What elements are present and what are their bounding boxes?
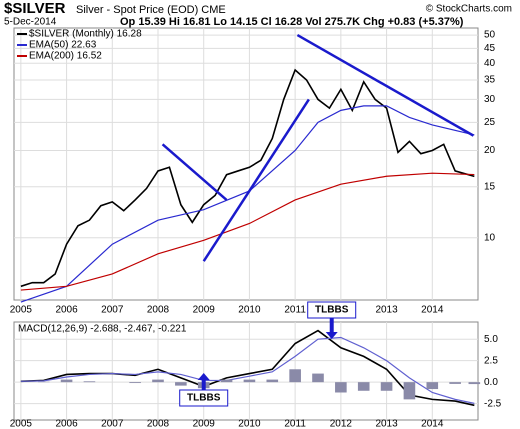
histogram-bar	[312, 373, 324, 383]
histogram-bar	[403, 382, 416, 400]
series-line	[20, 172, 475, 291]
annotation-label: TLBBS	[315, 305, 349, 316]
histogram-bar	[152, 379, 164, 383]
y-tick-label: 30	[484, 94, 496, 105]
histogram-bar	[243, 379, 256, 383]
y-tick-label: 0.0	[484, 377, 498, 388]
trendline	[161, 143, 228, 201]
quote: Op 15.39 Hi 16.81 Lo 14.15 Cl 16.28 Vol …	[120, 16, 464, 28]
x-tick-label: 2005	[10, 419, 33, 429]
x-tick-label: 2006	[55, 419, 78, 429]
trendline	[202, 98, 310, 262]
plot-area	[13, 321, 479, 421]
histogram-bar	[335, 382, 347, 393]
x-tick-label: 2012	[330, 419, 353, 429]
trendline	[296, 34, 475, 137]
x-tick-label: 2006	[55, 305, 78, 316]
x-tick-label: 2008	[147, 305, 170, 316]
histogram-bar	[220, 379, 233, 383]
x-tick-label: 2011	[284, 305, 306, 316]
y-tick-label: -2.5	[484, 398, 502, 409]
y-tick-label: 15	[484, 181, 496, 192]
annotation-arrowhead	[325, 332, 338, 339]
histogram-bar	[357, 382, 370, 391]
y-tick-label: 2.5	[484, 355, 498, 366]
histogram-bar	[83, 381, 96, 383]
x-tick-label: 2007	[101, 305, 124, 316]
x-tick-label: 2009	[193, 419, 216, 429]
x-tick-label: 2013	[375, 419, 398, 429]
plot-area	[13, 27, 479, 301]
y-tick-label: 20	[484, 145, 496, 156]
y-tick-label: 40	[484, 58, 496, 69]
series-line	[20, 105, 475, 303]
histogram-bar	[129, 382, 141, 384]
x-tick-label: 2010	[238, 419, 261, 429]
x-tick-label: 2011	[284, 419, 306, 429]
histogram-bar	[266, 379, 279, 383]
histogram-bar	[426, 382, 439, 390]
credit: © StockCharts.com	[426, 4, 512, 15]
y-tick-label: 45	[484, 43, 496, 54]
series-line	[20, 68, 475, 288]
annotation-arrowhead	[197, 373, 210, 380]
x-tick-label: 2008	[147, 419, 170, 429]
panel-title: MACD(12,26,9) -2.688, -2.467, -0.221	[18, 324, 187, 335]
histogram-bar	[449, 382, 461, 384]
legend-label: EMA(200) 16.52	[29, 51, 102, 62]
x-tick-label: 2009	[193, 305, 216, 316]
histogram-bar	[468, 382, 481, 385]
series-line	[20, 336, 475, 404]
x-tick-label: 2014	[421, 305, 444, 316]
legend-label: EMA(50) 22.63	[29, 40, 97, 51]
y-tick-label: 10	[484, 232, 496, 243]
x-tick-label: 2010	[238, 305, 261, 316]
date: 5-Dec-2014	[4, 17, 57, 28]
x-tick-label: 2007	[101, 419, 124, 429]
y-tick-label: 35	[484, 75, 496, 86]
histogram-bar	[60, 379, 73, 383]
x-tick-label: 2013	[375, 305, 398, 316]
x-tick-label: 2005	[10, 305, 33, 316]
legend-label: $SILVER (Monthly) 16.28	[29, 29, 142, 40]
symbol: $SILVER	[4, 0, 66, 17]
histogram-bar	[380, 382, 393, 391]
y-tick-label: 25	[484, 117, 496, 128]
annotation-label: TLBBS	[187, 393, 221, 404]
x-tick-label: 2014	[421, 419, 444, 429]
y-tick-label: 50	[484, 30, 496, 41]
subtitle: Silver - Spot Price (EOD) CME	[76, 4, 226, 16]
histogram-bar	[289, 369, 301, 383]
histogram-bar	[175, 382, 187, 386]
y-tick-label: 5.0	[484, 334, 498, 345]
